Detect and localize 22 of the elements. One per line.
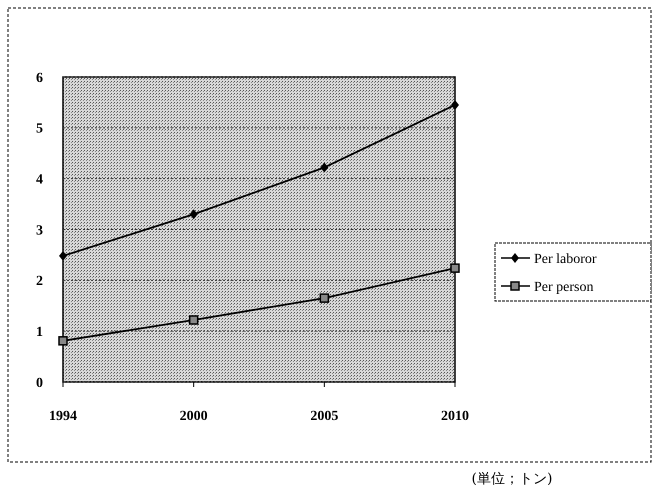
y-tick-label: 0 [36,376,43,391]
x-tick-label: 2000 [180,409,208,424]
point [320,293,330,303]
point [451,100,459,110]
y-tick-label: 3 [36,223,43,238]
y-tick-label: 4 [36,172,43,188]
point [59,250,67,261]
point [320,162,328,172]
y-tick-label: 2 [36,274,43,290]
x-tick-label: 2010 [441,409,469,424]
point [190,209,198,220]
legend-label: Per person [534,280,594,295]
point [450,263,460,273]
x-tick-label: 1994 [49,409,77,424]
legend-label: Per laboror [534,252,597,267]
y-tick-label: 6 [36,70,43,86]
point [188,315,198,325]
y-tick-label: 5 [36,122,43,137]
y-tick-label: 1 [36,325,43,340]
point [58,336,68,346]
x-tick-label: 2005 [310,409,338,424]
text: (単位；トン) [472,471,552,487]
